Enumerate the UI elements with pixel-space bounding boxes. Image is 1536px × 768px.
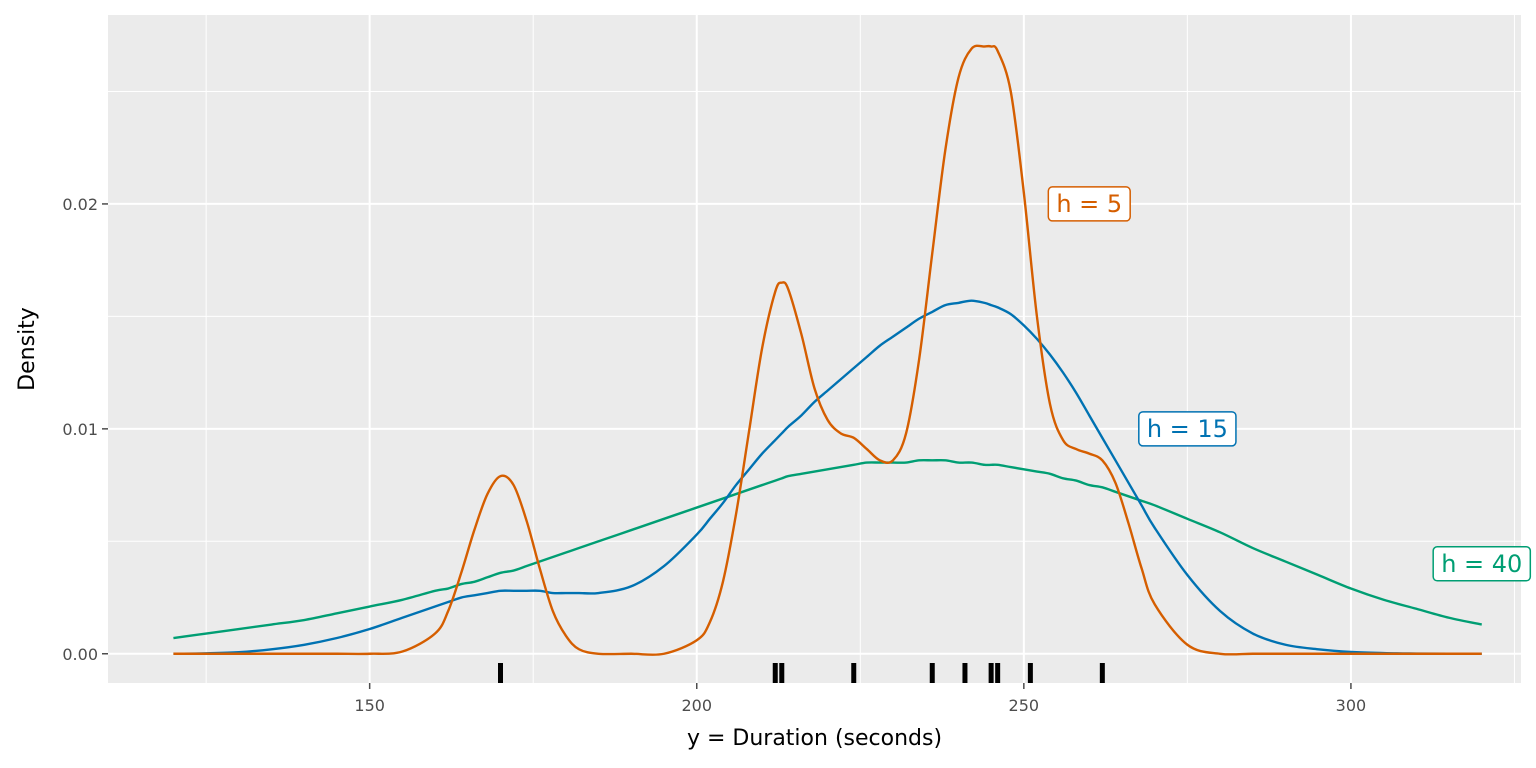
- annotation-text: h = 15: [1147, 415, 1228, 443]
- y-axis-title: Density: [15, 307, 40, 391]
- x-tick-label: 200: [681, 696, 712, 715]
- density-line-2: [173, 458, 1482, 640]
- y-tick-label: 0.00: [62, 645, 98, 664]
- annotation-text: h = 5: [1056, 190, 1122, 218]
- annotation-label: h = 40: [1432, 546, 1532, 582]
- x-axis-title: y = Duration (seconds): [687, 726, 942, 751]
- density-lines: [173, 44, 1482, 656]
- plot-panel: [108, 15, 1521, 683]
- annotation-box: [1432, 546, 1532, 582]
- density-line-1: [173, 299, 1482, 655]
- annotation-text: h = 40: [1441, 550, 1522, 578]
- density-line-0: [173, 44, 1482, 656]
- annotation-label: h = 5: [1047, 186, 1131, 222]
- x-tick-label: 250: [1009, 696, 1040, 715]
- annotation-label: h = 15: [1138, 411, 1237, 447]
- grid-minor: [108, 15, 1521, 683]
- y-tick-label: 0.02: [62, 195, 98, 214]
- annotation-box: [1047, 186, 1131, 222]
- y-tick-label: 0.01: [62, 420, 98, 439]
- x-tick-label: 300: [1336, 696, 1367, 715]
- annotations: h = 5 h = 15 h = 40: [1047, 186, 1532, 582]
- annotation-box: [1138, 411, 1237, 447]
- rug-marks: [498, 663, 1105, 683]
- axis-ticks: 150 200 250 300 0.00 0.01 0.02: [62, 195, 1366, 715]
- x-tick-label: 150: [354, 696, 385, 715]
